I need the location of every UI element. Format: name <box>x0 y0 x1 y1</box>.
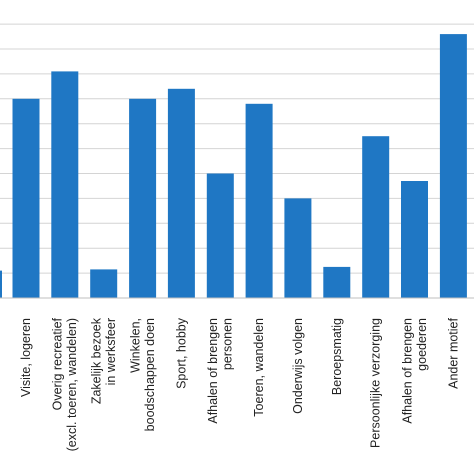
bar-6 <box>245 103 273 298</box>
bar-7 <box>284 198 312 298</box>
x-tick-label: Visite, logeren <box>19 318 33 397</box>
bar-0 <box>12 98 40 298</box>
x-tick-label: Toeren, wandelen <box>252 318 266 417</box>
x-tick-label: Afhalen of brengen <box>400 318 414 424</box>
x-tick-label: Winkelen, <box>128 318 142 373</box>
bar-8 <box>323 266 351 298</box>
x-tick-label: Beroepsmatig <box>330 318 344 395</box>
bar-4 <box>167 88 195 298</box>
bar-5 <box>206 173 234 298</box>
bar-9 <box>362 136 390 298</box>
x-tick-label: Sport, hobby <box>174 317 188 389</box>
x-tick-label: in werksfeer <box>104 318 118 385</box>
x-tick-label: boodschappen doen <box>143 318 157 431</box>
x-tick-label: (excl. toeren, wandelen) <box>65 318 79 451</box>
bar-3 <box>129 98 157 298</box>
bars <box>0 34 467 299</box>
x-tick-label: Overig recreatief <box>51 317 65 410</box>
bar-11 <box>439 34 467 298</box>
bar-partial <box>0 270 2 298</box>
x-tick-labels: Visite, logeren Overig recreatief (excl. t… <box>19 317 460 451</box>
bar-10 <box>401 181 428 298</box>
x-tick-label: Onderwijs volgen <box>291 318 305 414</box>
x-tick-label: Ander motief <box>446 317 460 388</box>
bar-2 <box>90 269 118 298</box>
bar-1 <box>51 71 79 299</box>
x-tick-label: Persoonlijke verzorging <box>369 318 383 448</box>
x-tick-label: Afhalen of brengen <box>206 318 220 424</box>
gridlines <box>0 23 474 274</box>
x-tick-label: goederen <box>415 318 429 371</box>
x-tick-label: Zakelijk bezoek <box>89 317 103 404</box>
x-tick-label: personen <box>221 318 235 370</box>
